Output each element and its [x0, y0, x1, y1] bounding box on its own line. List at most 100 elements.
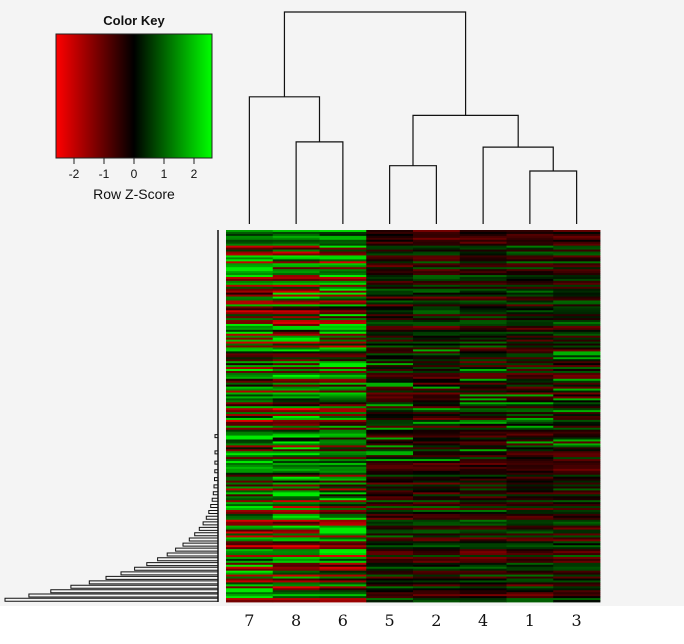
heatmap-cell — [459, 490, 507, 493]
color-key-title: Color Key — [103, 13, 165, 28]
heatmap-cell — [366, 429, 414, 433]
heatmap-cell — [459, 376, 507, 380]
heatmap-cell — [272, 511, 320, 515]
heatmap-cell — [226, 314, 274, 317]
heatmap-cell — [272, 515, 320, 519]
heatmap-cell — [366, 388, 414, 391]
heatmap-cell — [459, 278, 507, 282]
heatmap-cell — [459, 231, 507, 235]
heatmap-cell — [366, 384, 414, 388]
heatmap-cell — [553, 355, 601, 358]
heatmap-cell — [459, 416, 507, 419]
heatmap-cell — [413, 492, 461, 495]
heatmap-cell — [506, 592, 554, 595]
heatmap-cell — [459, 370, 507, 374]
heatmap-cell — [226, 496, 274, 499]
heatmap-cell — [506, 378, 554, 382]
heatmap-cell — [459, 461, 507, 464]
heatmap-cell — [413, 594, 461, 597]
row-dendrogram-branch — [134, 566, 218, 571]
heatmap-cell — [272, 537, 320, 540]
heatmap-cell — [366, 600, 414, 603]
heatmap-cell — [366, 533, 414, 536]
heatmap-cell — [319, 386, 367, 389]
heatmap-cell — [226, 335, 274, 339]
heatmap-cell — [506, 519, 554, 523]
heatmap-cell — [553, 419, 601, 423]
heatmap-cell — [272, 292, 320, 296]
heatmap-cell — [459, 592, 507, 595]
heatmap-cell — [413, 464, 461, 468]
heatmap-cell — [226, 300, 274, 303]
heatmap-cell — [459, 359, 507, 362]
heatmap-cell — [413, 408, 461, 411]
heatmap-cell — [413, 276, 461, 280]
heatmap-cell — [459, 547, 507, 550]
heatmap-cell — [413, 476, 461, 480]
heatmap-cell — [506, 545, 554, 548]
heatmap-cell — [319, 374, 367, 378]
column-dendrogram — [248, 11, 578, 224]
heatmap-cell — [413, 278, 461, 282]
heatmap-cell — [272, 457, 320, 460]
heatmap-cell — [553, 449, 601, 452]
heatmap-cell — [272, 322, 320, 325]
heatmap-cell — [413, 353, 461, 356]
heatmap-cell — [506, 230, 554, 233]
heatmap-cell — [506, 255, 554, 258]
heatmap-cell — [459, 480, 507, 483]
heatmap-cell — [319, 555, 367, 558]
heatmap-cell — [272, 318, 320, 321]
heatmap-cell — [413, 372, 461, 376]
heatmap-cell — [366, 421, 414, 425]
heatmap-cell — [506, 351, 554, 354]
heatmap-cell — [459, 353, 507, 356]
heatmap-cell — [226, 337, 274, 341]
heatmap-cell — [272, 255, 320, 258]
heatmap-cell — [459, 476, 507, 480]
heatmap-cell — [553, 492, 601, 495]
heatmap-cell — [506, 511, 554, 515]
heatmap-cell — [459, 443, 507, 446]
heatmap-cell — [272, 572, 320, 575]
heatmap-cell — [459, 314, 507, 317]
heatmap-cell — [506, 558, 554, 562]
heatmap-cell — [459, 325, 507, 329]
heatmap-cell — [459, 257, 507, 260]
heatmap-cell — [366, 476, 414, 480]
heatmap-cell — [319, 359, 367, 362]
heatmap-cell — [459, 482, 507, 485]
heatmap-cell — [553, 490, 601, 493]
heatmap-cell — [366, 337, 414, 341]
heatmap-cell — [319, 545, 367, 548]
heatmap-cell — [272, 257, 320, 260]
heatmap-cell — [506, 547, 554, 550]
heatmap-cell — [226, 233, 274, 237]
heatmap-cell — [506, 480, 554, 483]
heatmap-cell — [459, 378, 507, 382]
heatmap-cell — [506, 239, 554, 243]
heatmap-cell — [506, 261, 554, 264]
heatmap-cell — [226, 523, 274, 527]
heatmap-cell — [413, 382, 461, 386]
heatmap-cell — [413, 506, 461, 509]
heatmap-cell — [272, 300, 320, 303]
heatmap-cell — [319, 476, 367, 480]
heatmap-cell — [272, 404, 320, 407]
heatmap-cell — [319, 310, 367, 313]
heatmap-cell — [553, 237, 601, 241]
heatmap-cell — [459, 588, 507, 591]
heatmap-cell — [413, 318, 461, 321]
heatmap-cell — [459, 556, 507, 560]
heatmap-cell — [226, 447, 274, 450]
heatmap-cell — [319, 361, 367, 364]
heatmap-cell — [272, 335, 320, 339]
heatmap-cell — [366, 392, 414, 395]
heatmap-cell — [366, 331, 414, 335]
heatmap-cell — [413, 423, 461, 427]
heatmap-cell — [319, 521, 367, 525]
heatmap-cell — [272, 410, 320, 413]
heatmap-cell — [319, 492, 367, 495]
